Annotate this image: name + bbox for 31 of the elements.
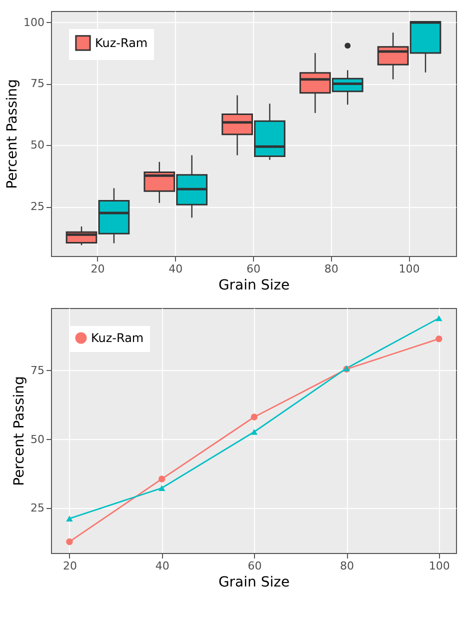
- x-axis-title: Grain Size: [218, 278, 290, 294]
- x-tick-label: 40: [168, 262, 183, 276]
- y-tick-label: 50: [30, 138, 44, 152]
- x-tick-label: 80: [324, 262, 338, 276]
- x-tick-label: 40: [155, 560, 170, 572]
- x-tick-label: 60: [246, 262, 260, 276]
- x-tick-label: 60: [248, 560, 262, 572]
- x-tick-label: 100: [428, 560, 450, 572]
- x-tick-label: 80: [340, 560, 354, 572]
- x-tick-label: 100: [398, 262, 420, 276]
- point: [436, 335, 442, 342]
- y-axis-title: Percent Passing: [12, 376, 28, 486]
- y-tick-label: 75: [30, 364, 44, 377]
- y-tick-label: 50: [30, 432, 44, 446]
- legend-label: Kuz-Ram: [91, 331, 144, 345]
- point: [250, 428, 258, 435]
- y-tick-label: 75: [30, 77, 44, 90]
- x-tick-label: 20: [62, 560, 77, 572]
- point: [250, 414, 258, 420]
- x-axis-title: Grain Size: [218, 574, 290, 590]
- point: [66, 538, 73, 546]
- y-tick-label: 25: [30, 200, 44, 214]
- legend-label: Kuz-Ram: [95, 36, 148, 50]
- point: [66, 516, 73, 522]
- point: [158, 476, 166, 482]
- point: [158, 485, 166, 491]
- y-axis-title: Percent Passing: [4, 79, 21, 189]
- point: [436, 315, 442, 322]
- y-tick-label: 100: [24, 16, 44, 29]
- y-tick-label: 25: [30, 502, 44, 515]
- x-tick-label: 20: [90, 262, 105, 276]
